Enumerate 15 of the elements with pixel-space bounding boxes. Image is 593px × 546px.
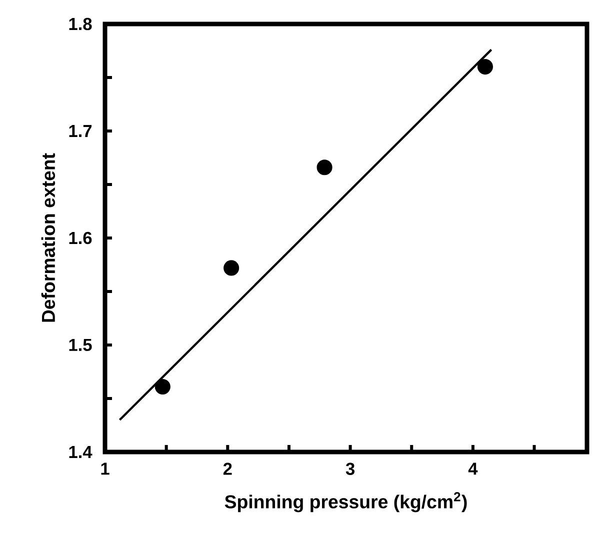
point <box>224 260 240 276</box>
y-tick-label: 1.7 <box>69 125 92 137</box>
x-tick-label: 1 <box>101 462 110 475</box>
y-axis-title: Deformation extent <box>41 153 56 322</box>
y-tick-label: 1.4 <box>69 446 92 458</box>
x-tick-label: 4 <box>468 462 478 475</box>
point <box>154 378 170 394</box>
point <box>477 59 493 75</box>
y-tick-label: 1.6 <box>69 232 92 244</box>
x-tick-label: 3 <box>346 462 354 475</box>
point <box>316 160 332 176</box>
x-axis-title: Spinning pressure (kg/cm$^{2}$) <box>224 492 467 512</box>
y-tick-label: 1.8 <box>69 18 92 30</box>
x-tick-label: 2 <box>223 462 232 475</box>
y-tick-label: 1.5 <box>69 338 92 352</box>
